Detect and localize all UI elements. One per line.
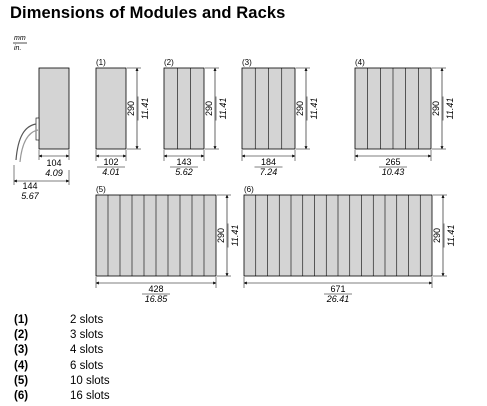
page-title: Dimensions of Modules and Racks xyxy=(10,4,286,22)
unit-mm: mm xyxy=(14,35,26,42)
height-in: 11.41 xyxy=(218,98,228,120)
side-total-mm: 144 xyxy=(22,181,37,191)
side-depth-in: 4.09 xyxy=(45,168,63,178)
height-mm: 290 xyxy=(204,101,214,116)
height-in: 11.41 xyxy=(446,225,456,247)
legend-text: 6 slots xyxy=(70,359,104,372)
legend-text: 2 slots xyxy=(70,314,104,326)
width-mm: 143 xyxy=(176,157,191,167)
height-in: 11.41 xyxy=(309,98,319,120)
legend-num: (2) xyxy=(14,329,29,342)
side-total-in: 5.67 xyxy=(21,191,40,201)
legend-row: (3) 4 slots xyxy=(14,343,110,358)
height-mm: 290 xyxy=(431,101,441,116)
legend-num: (6) xyxy=(14,390,29,403)
rack-label: (5) xyxy=(96,185,106,194)
width-mm: 428 xyxy=(148,284,163,294)
width-in: 26.41 xyxy=(326,294,350,304)
width-mm: 102 xyxy=(103,157,118,167)
width-in: 10.43 xyxy=(382,167,405,177)
legend-num: (3) xyxy=(14,344,29,357)
rack-label: (1) xyxy=(96,58,106,67)
rack-label: (6) xyxy=(244,185,254,194)
height-mm: 290 xyxy=(295,101,305,116)
legend-text: 4 slots xyxy=(70,344,104,357)
legend-row: (4) 6 slots xyxy=(14,359,110,374)
width-in: 16.85 xyxy=(145,294,169,304)
width-mm: 184 xyxy=(261,157,276,167)
height-mm: 290 xyxy=(216,228,226,243)
height-mm: 290 xyxy=(126,101,136,116)
legend-row: (2) 3 slots xyxy=(14,328,110,343)
slot-legend: (1) 2 slots (2) 3 slots (3) 4 slots (4) … xyxy=(14,313,110,404)
rack-body xyxy=(163,67,205,150)
rack-label: (2) xyxy=(164,58,174,67)
legend-text: 3 slots xyxy=(70,329,104,342)
units-indicator: mm in. xyxy=(13,35,27,52)
legend-row: (5) 10 slots xyxy=(14,374,110,389)
unit-in: in. xyxy=(14,45,21,52)
legend-text: 10 slots xyxy=(70,374,110,387)
legend-num: (1) xyxy=(14,314,29,326)
side-depth-mm: 104 xyxy=(46,158,61,168)
height-in: 11.41 xyxy=(230,225,240,247)
rack-label: (3) xyxy=(242,58,252,67)
legend-num: (4) xyxy=(14,359,29,372)
width-in: 7.24 xyxy=(260,167,278,177)
legend-text: 16 slots xyxy=(70,390,110,403)
legend-num: (5) xyxy=(14,374,29,387)
width-in: 4.01 xyxy=(102,167,120,177)
height-mm: 290 xyxy=(432,228,442,243)
rack-label: (4) xyxy=(355,58,365,67)
rack-body xyxy=(95,67,127,150)
side-view-module: 104 4.09 144 5.67 xyxy=(13,67,70,201)
width-mm: 671 xyxy=(330,284,345,294)
width-in: 5.62 xyxy=(175,167,193,177)
height-in: 11.41 xyxy=(140,98,150,120)
height-in: 11.41 xyxy=(445,98,455,120)
width-mm: 265 xyxy=(385,157,400,167)
legend-row: (6) 16 slots xyxy=(14,389,110,404)
legend-row: (1) 2 slots xyxy=(14,313,110,328)
